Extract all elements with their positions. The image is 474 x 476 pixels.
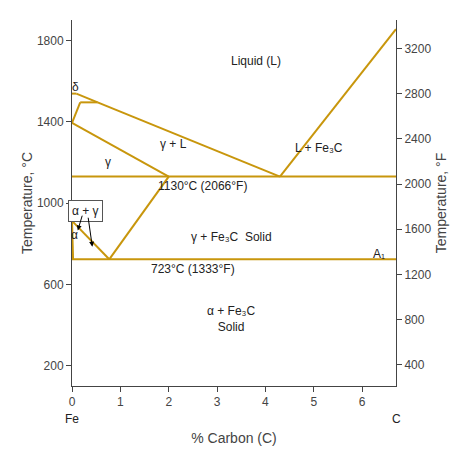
svg-text:1600: 1600 <box>404 222 431 236</box>
svg-text:2800: 2800 <box>404 87 431 101</box>
svg-text:Liquid (L): Liquid (L) <box>231 54 281 68</box>
svg-text:γ + Fe₃C Solid: γ + Fe₃C Solid <box>191 230 272 244</box>
svg-text:C: C <box>392 412 401 426</box>
svg-text:2000: 2000 <box>404 177 431 191</box>
svg-text:α: α <box>71 228 78 242</box>
svg-text:Temperature, °C: Temperature, °C <box>19 152 35 254</box>
svg-text:600: 600 <box>44 278 64 292</box>
svg-text:0: 0 <box>69 395 76 409</box>
svg-text:1130°C (2066°F): 1130°C (2066°F) <box>158 179 247 193</box>
svg-text:1400: 1400 <box>37 115 64 129</box>
svg-text:5: 5 <box>310 395 317 409</box>
svg-text:1: 1 <box>117 395 124 409</box>
svg-text:L + Fe₃C: L + Fe₃C <box>295 141 343 155</box>
svg-text:α + γ: α + γ <box>72 204 99 218</box>
svg-text:A₁: A₁ <box>373 247 385 261</box>
svg-text:α + Fe₃CSolid: α + Fe₃CSolid <box>207 304 256 334</box>
svg-text:6: 6 <box>359 395 366 409</box>
svg-text:400: 400 <box>404 358 424 372</box>
svg-text:γ: γ <box>105 155 111 169</box>
svg-text:2: 2 <box>165 395 172 409</box>
svg-text:1800: 1800 <box>37 34 64 48</box>
svg-text:Temperature, °F: Temperature, °F <box>433 153 449 254</box>
svg-text:4: 4 <box>262 395 269 409</box>
svg-text:% Carbon (C): % Carbon (C) <box>191 430 277 446</box>
svg-text:1000: 1000 <box>37 196 64 210</box>
svg-text:Fe: Fe <box>65 412 79 426</box>
svg-text:δ: δ <box>72 80 79 94</box>
svg-text:1200: 1200 <box>404 268 431 282</box>
svg-text:800: 800 <box>404 313 424 327</box>
svg-text:2400: 2400 <box>404 132 431 146</box>
svg-text:γ + L: γ + L <box>160 137 187 151</box>
svg-text:3: 3 <box>214 395 221 409</box>
svg-text:3200: 3200 <box>404 42 431 56</box>
svg-text:200: 200 <box>44 359 64 373</box>
svg-text:723°C (1333°F): 723°C (1333°F) <box>151 262 235 276</box>
